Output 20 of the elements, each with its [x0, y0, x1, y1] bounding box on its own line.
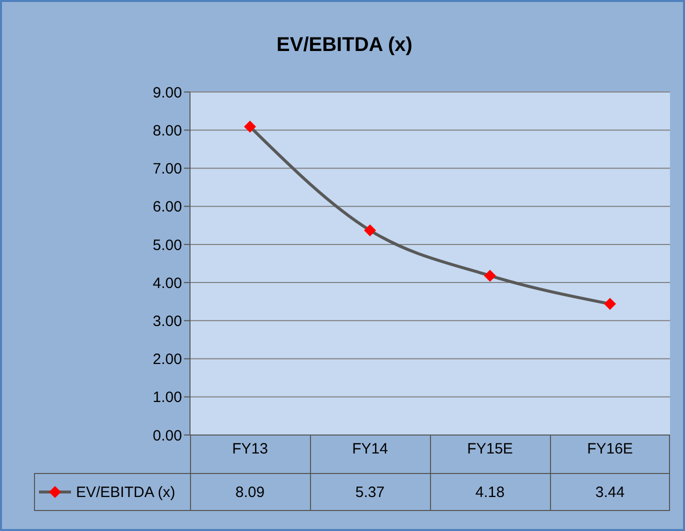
y-tick-label: 9.00	[152, 84, 182, 102]
y-tick-label: 4.00	[152, 274, 182, 292]
y-tick-label: 6.00	[152, 198, 182, 216]
y-tick-label: 3.00	[152, 312, 182, 330]
legend-label: EV/EBITDA (x)	[76, 484, 176, 500]
y-tick-label: 1.00	[152, 389, 182, 406]
y-tick-label: 5.00	[152, 236, 182, 254]
x-tick-label: FY13	[232, 440, 268, 458]
x-tick-label: FY15E	[467, 440, 513, 458]
data-label: 3.44	[594, 482, 626, 502]
y-tick-label: 7.00	[152, 160, 182, 178]
data-label: 5.37	[354, 482, 386, 502]
chart-title: EV/EBITDA (x)	[276, 34, 414, 57]
data-label: 4.18	[474, 482, 506, 502]
x-tick-label: FY14	[352, 440, 388, 458]
y-tick-label: 0.00	[152, 427, 182, 444]
data-label: 8.09	[234, 482, 266, 502]
y-tick-label: 2.00	[152, 351, 182, 368]
y-tick-label: 8.00	[152, 122, 182, 140]
x-tick-label: FY16E	[587, 440, 633, 458]
